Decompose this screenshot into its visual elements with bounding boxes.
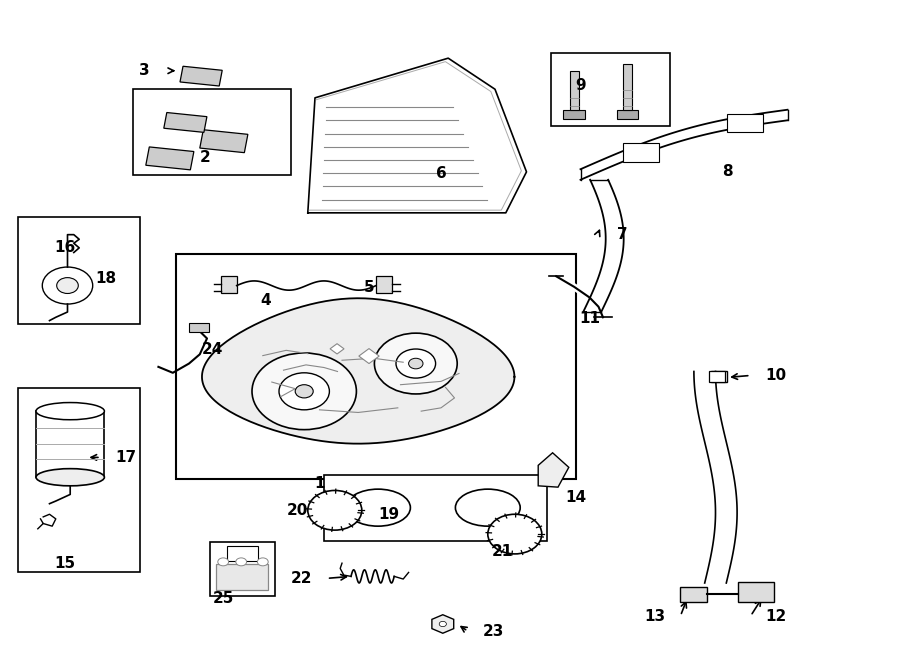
Ellipse shape <box>455 489 520 526</box>
Text: 19: 19 <box>378 507 400 522</box>
Text: 2: 2 <box>200 150 211 165</box>
Text: 11: 11 <box>579 311 600 326</box>
Bar <box>563 110 585 119</box>
Text: 14: 14 <box>565 490 587 504</box>
Bar <box>220 276 237 293</box>
Circle shape <box>252 353 356 430</box>
Circle shape <box>374 333 457 394</box>
Circle shape <box>279 373 329 410</box>
Text: 9: 9 <box>575 79 586 93</box>
Bar <box>680 587 707 602</box>
Circle shape <box>236 558 247 566</box>
Text: 25: 25 <box>212 591 234 605</box>
Polygon shape <box>432 615 454 633</box>
Bar <box>711 371 727 382</box>
Text: 5: 5 <box>364 280 374 295</box>
Ellipse shape <box>36 403 104 420</box>
Ellipse shape <box>346 489 410 526</box>
Bar <box>616 110 638 119</box>
Bar <box>200 130 248 153</box>
Bar <box>623 143 659 162</box>
Bar <box>570 71 579 110</box>
Text: 18: 18 <box>95 272 117 286</box>
Bar <box>324 475 547 541</box>
Bar <box>18 217 140 324</box>
Text: 15: 15 <box>54 556 76 570</box>
Polygon shape <box>308 58 526 213</box>
Circle shape <box>42 267 93 304</box>
Text: 24: 24 <box>202 342 223 356</box>
Text: 22: 22 <box>291 571 312 586</box>
Circle shape <box>488 514 542 554</box>
Bar <box>359 348 379 364</box>
Text: 23: 23 <box>482 624 504 639</box>
Bar <box>210 542 274 596</box>
Bar <box>551 53 670 126</box>
Text: 13: 13 <box>644 609 666 623</box>
Bar <box>189 323 209 332</box>
Polygon shape <box>202 298 515 444</box>
Text: 3: 3 <box>139 63 149 78</box>
Bar <box>227 546 258 561</box>
Text: 16: 16 <box>54 241 76 255</box>
Circle shape <box>439 621 446 627</box>
Bar <box>709 371 725 382</box>
Circle shape <box>257 558 268 566</box>
Circle shape <box>308 490 362 530</box>
Bar <box>176 254 576 479</box>
Text: 17: 17 <box>115 450 137 465</box>
Circle shape <box>396 349 436 378</box>
Bar <box>18 388 140 572</box>
Bar <box>180 66 222 86</box>
Bar <box>727 114 763 132</box>
Bar <box>623 64 632 110</box>
Circle shape <box>295 385 313 398</box>
Text: 12: 12 <box>765 609 787 623</box>
Bar <box>133 89 291 175</box>
Circle shape <box>218 558 229 566</box>
Circle shape <box>409 358 423 369</box>
Text: 7: 7 <box>617 227 628 242</box>
Bar <box>164 112 207 132</box>
Text: 4: 4 <box>260 293 271 308</box>
Text: 20: 20 <box>286 503 308 518</box>
Circle shape <box>57 278 78 293</box>
Bar <box>738 582 774 602</box>
Ellipse shape <box>36 469 104 486</box>
Text: 6: 6 <box>436 166 446 180</box>
Bar <box>330 344 344 354</box>
Text: 8: 8 <box>722 165 733 179</box>
Polygon shape <box>538 453 569 487</box>
Bar <box>36 411 104 477</box>
Bar <box>146 147 194 170</box>
Text: 10: 10 <box>765 368 787 383</box>
Text: 21: 21 <box>491 545 513 559</box>
Text: 1: 1 <box>314 477 325 491</box>
Bar <box>216 564 268 590</box>
Bar <box>376 276 392 293</box>
